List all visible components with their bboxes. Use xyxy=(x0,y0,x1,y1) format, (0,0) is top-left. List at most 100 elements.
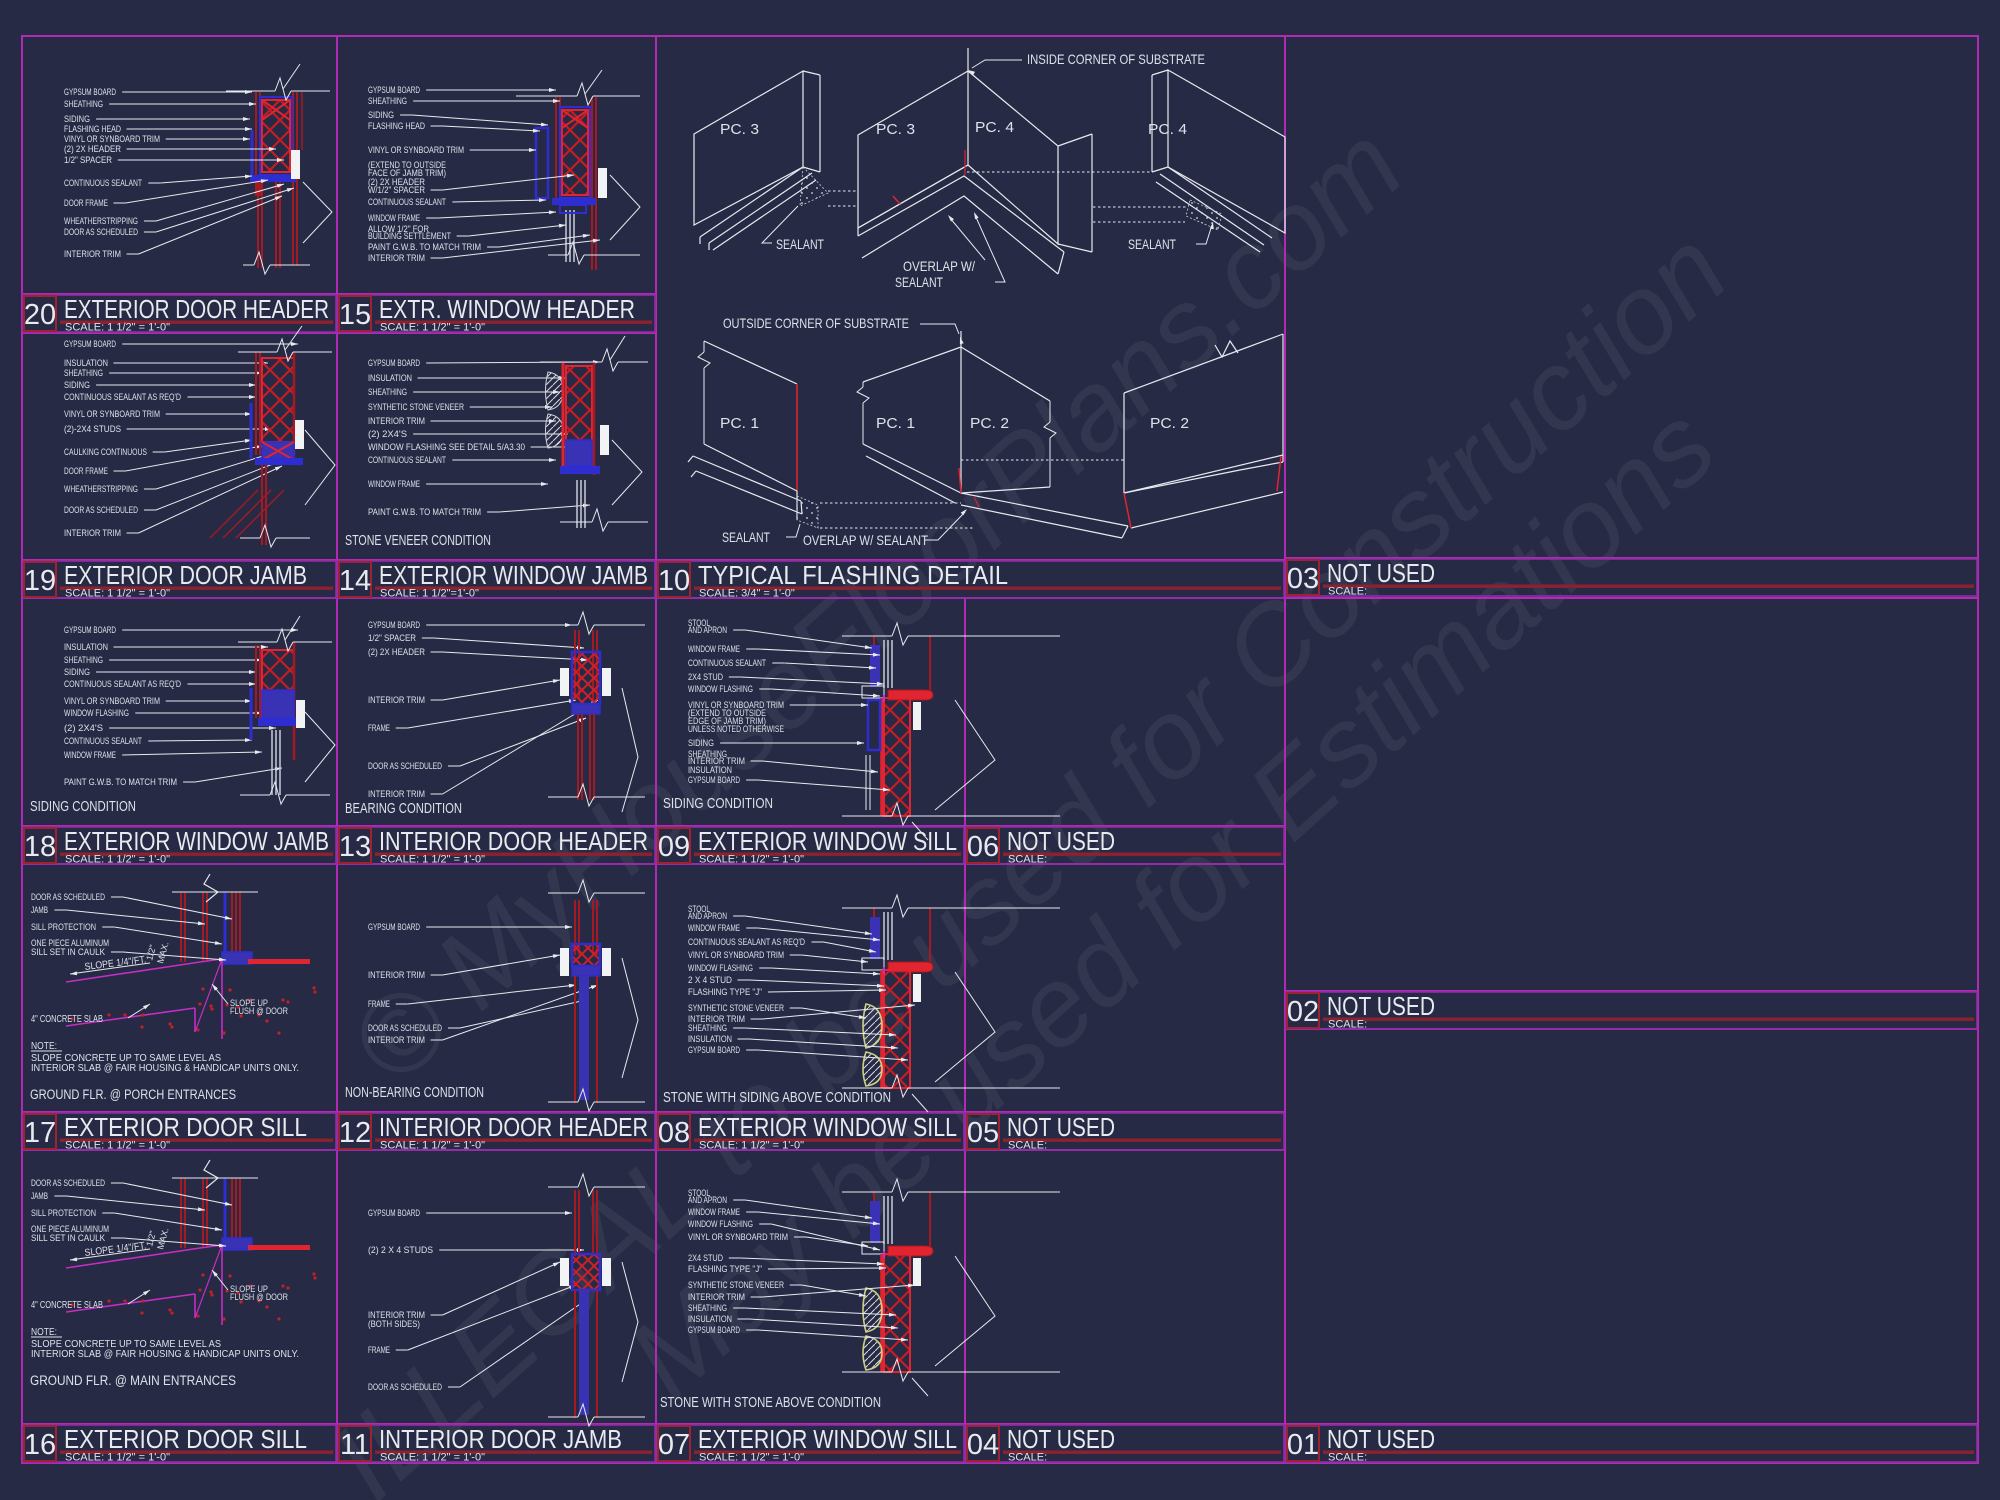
svg-text:SCALE: 1 1/2" = 1'-0": SCALE: 1 1/2" = 1'-0" xyxy=(65,588,170,600)
svg-text:SCALE:: SCALE: xyxy=(1008,854,1047,866)
svg-text:INSULATION: INSULATION xyxy=(688,1034,732,1045)
svg-text:EXTERIOR WINDOW JAMB: EXTERIOR WINDOW JAMB xyxy=(64,826,329,856)
svg-text:SIDING: SIDING xyxy=(64,114,90,125)
svg-text:DOOR AS SCHEDULED: DOOR AS SCHEDULED xyxy=(64,227,138,238)
svg-text:JAMB: JAMB xyxy=(31,905,48,916)
svg-text:(2) 2X4'S: (2) 2X4'S xyxy=(64,723,103,734)
svg-text:PC. 3: PC. 3 xyxy=(720,121,759,138)
svg-text:SHEATHING: SHEATHING xyxy=(368,387,407,398)
svg-text:PC. 1: PC. 1 xyxy=(876,415,915,432)
svg-text:FLASHING TYPE "J": FLASHING TYPE "J" xyxy=(688,1264,762,1275)
svg-text:SHEATHING: SHEATHING xyxy=(64,655,103,666)
svg-text:INSULATION: INSULATION xyxy=(368,373,412,384)
svg-text:15: 15 xyxy=(339,299,371,331)
svg-text:FLASHING TYPE "J": FLASHING TYPE "J" xyxy=(688,987,762,998)
svg-text:SIDING: SIDING xyxy=(64,667,90,678)
svg-text:INTERIOR TRIM: INTERIOR TRIM xyxy=(368,253,425,264)
svg-text:NOTE:: NOTE: xyxy=(31,1326,57,1338)
svg-text:SCALE:: SCALE: xyxy=(1328,1019,1367,1031)
svg-text:OVERLAP W/ SEALANT: OVERLAP W/ SEALANT xyxy=(803,532,928,548)
svg-text:SILL PROTECTION: SILL PROTECTION xyxy=(31,1208,96,1219)
svg-text:VINYL OR SYNBOARD TRIM: VINYL OR SYNBOARD TRIM xyxy=(64,409,160,420)
svg-text:DOOR FRAME: DOOR FRAME xyxy=(64,466,108,477)
svg-text:SCALE:: SCALE: xyxy=(1328,1452,1367,1464)
svg-text:SLOPE UP: SLOPE UP xyxy=(230,998,268,1008)
svg-text:20: 20 xyxy=(24,299,56,331)
svg-text:SCALE:: SCALE: xyxy=(1328,586,1367,598)
svg-text:INSIDE CORNER OF SUBSTRATE: INSIDE CORNER OF SUBSTRATE xyxy=(1027,51,1205,67)
svg-text:2X4 STUD: 2X4 STUD xyxy=(688,1253,723,1264)
svg-text:OVERLAP W/: OVERLAP W/ xyxy=(903,258,975,274)
svg-text:SCALE: 1 1/2" = 1'-0": SCALE: 1 1/2" = 1'-0" xyxy=(699,1452,804,1464)
svg-text:VINYL OR SYNBOARD TRIM: VINYL OR SYNBOARD TRIM xyxy=(688,950,784,961)
svg-text:WINDOW FLASHING SEE DETAIL 5: WINDOW FLASHING SEE DETAIL 5/A3.30 xyxy=(368,442,525,453)
svg-text:(2) 2X HEADER: (2) 2X HEADER xyxy=(368,647,425,658)
svg-text:GYPSUM BOARD: GYPSUM BOARD xyxy=(368,85,420,96)
svg-text:04: 04 xyxy=(967,1429,999,1461)
svg-text:18: 18 xyxy=(24,831,56,863)
svg-text:OUTSIDE CORNER OF SUBSTRATE: OUTSIDE CORNER OF SUBSTRATE xyxy=(723,315,909,331)
svg-text:FRAME: FRAME xyxy=(368,1345,390,1356)
svg-text:BEARING CONDITION: BEARING CONDITION xyxy=(345,800,462,817)
svg-text:CONTINUOUS SEALANT: CONTINUOUS SEALANT xyxy=(368,197,446,208)
svg-text:SLOPE UP: SLOPE UP xyxy=(230,1284,268,1294)
svg-text:16: 16 xyxy=(24,1429,56,1461)
svg-text:19: 19 xyxy=(24,565,56,597)
svg-text:CONTINUOUS SEALANT: CONTINUOUS SEALANT xyxy=(64,178,142,189)
svg-text:INTERIOR TRIM: INTERIOR TRIM xyxy=(64,528,121,539)
svg-text:NOT USED: NOT USED xyxy=(1007,1424,1115,1454)
svg-text:(2) 2X HEADER: (2) 2X HEADER xyxy=(64,144,121,155)
svg-text:NOTE:: NOTE: xyxy=(31,1040,57,1052)
svg-text:STONE VENEER CONDITION: STONE VENEER CONDITION xyxy=(345,532,491,549)
svg-text:INSULATION: INSULATION xyxy=(64,358,108,369)
svg-text:CONTINUOUS SEALANT: CONTINUOUS SEALANT xyxy=(688,658,766,669)
svg-text:GYPSUM BOARD: GYPSUM BOARD xyxy=(688,1325,740,1336)
svg-text:FLUSH @ DOOR: FLUSH @ DOOR xyxy=(230,1292,288,1302)
svg-text:WINDOW FRAME: WINDOW FRAME xyxy=(368,213,420,224)
svg-text:02: 02 xyxy=(1287,996,1319,1028)
svg-text:EXTERIOR DOOR JAMB: EXTERIOR DOOR JAMB xyxy=(64,560,307,590)
svg-text:SCALE:: SCALE: xyxy=(1008,1452,1047,1464)
svg-text:DOOR AS SCHEDULED: DOOR AS SCHEDULED xyxy=(31,1178,105,1189)
svg-text:(2) 2X HEADER: (2) 2X HEADER xyxy=(368,177,425,188)
svg-text:4" CONCRETE SLAB: 4" CONCRETE SLAB xyxy=(31,1300,103,1311)
svg-text:UNLESS NOTED OTHERWISE: UNLESS NOTED OTHERWISE xyxy=(688,724,784,735)
svg-text:SIDING: SIDING xyxy=(368,110,394,121)
svg-text:VINYL OR SYNBOARD TRIM: VINYL OR SYNBOARD TRIM xyxy=(688,1232,788,1243)
svg-text:01: 01 xyxy=(1287,1429,1319,1461)
svg-text:PC. 4: PC. 4 xyxy=(1148,121,1187,138)
svg-text:SCALE: 1 1/2" = 1'-0": SCALE: 1 1/2" = 1'-0" xyxy=(380,322,485,334)
svg-text:INTERIOR TRIM: INTERIOR TRIM xyxy=(368,695,425,706)
svg-text:WINDOW FRAME: WINDOW FRAME xyxy=(688,644,740,655)
svg-text:SHEATHING: SHEATHING xyxy=(64,368,103,379)
svg-text:INTERIOR TRIM: INTERIOR TRIM xyxy=(64,249,121,260)
svg-text:EXTERIOR WINDOW SILL: EXTERIOR WINDOW SILL xyxy=(698,826,957,856)
svg-text:INTERIOR TRIM: INTERIOR TRIM xyxy=(688,756,745,767)
svg-text:SCALE: 1 1/2" = 1'-0": SCALE: 1 1/2" = 1'-0" xyxy=(65,854,170,866)
svg-text:INTERIOR TRIM: INTERIOR TRIM xyxy=(368,789,425,800)
svg-text:PAINT G.W.B. TO MATCH TRIM: PAINT G.W.B. TO MATCH TRIM xyxy=(64,777,177,788)
svg-text:INTERIOR DOOR HEADER: INTERIOR DOOR HEADER xyxy=(379,826,648,856)
svg-text:06: 06 xyxy=(967,831,999,863)
svg-text:CONTINUOUS SEALANT AS REQ'D: CONTINUOUS SEALANT AS REQ'D xyxy=(688,937,805,948)
svg-text:17: 17 xyxy=(24,1117,56,1149)
svg-text:GYPSUM BOARD: GYPSUM BOARD xyxy=(368,922,420,933)
svg-text:SYNTHETIC STONE VENEER: SYNTHETIC STONE VENEER xyxy=(368,402,464,413)
svg-text:SCALE: 1 1/2" = 1'-0": SCALE: 1 1/2" = 1'-0" xyxy=(65,1452,170,1464)
svg-text:CONTINUOUS SEALANT AS REQ'D: CONTINUOUS SEALANT AS REQ'D xyxy=(64,679,181,690)
svg-text:DOOR AS SCHEDULED: DOOR AS SCHEDULED xyxy=(368,1023,442,1034)
svg-text:AND APRON: AND APRON xyxy=(688,625,727,636)
svg-text:10: 10 xyxy=(658,565,690,597)
svg-text:SCALE: 1 1/2" = 1'-0": SCALE: 1 1/2" = 1'-0" xyxy=(65,1140,170,1152)
svg-text:ALLOW 1/2" FOR: ALLOW 1/2" FOR xyxy=(368,224,429,235)
svg-text:JAMB: JAMB xyxy=(31,1191,48,1202)
svg-text:W/1/2" SPACER: W/1/2" SPACER xyxy=(368,185,425,196)
svg-text:INTERIOR DOOR JAMB: INTERIOR DOOR JAMB xyxy=(379,1424,622,1454)
svg-text:GYPSUM BOARD: GYPSUM BOARD xyxy=(64,625,116,636)
svg-text:EXTERIOR WINDOW JAMB: EXTERIOR WINDOW JAMB xyxy=(379,560,648,590)
svg-text:SHEATHING: SHEATHING xyxy=(688,1023,727,1034)
svg-text:1/2": 1/2" xyxy=(144,1230,158,1248)
svg-text:SCALE: 1 1/2" = 1'-0": SCALE: 1 1/2" = 1'-0" xyxy=(380,1140,485,1152)
svg-text:NOT USED: NOT USED xyxy=(1007,1112,1115,1142)
svg-text:WINDOW FLASHING: WINDOW FLASHING xyxy=(64,708,129,719)
